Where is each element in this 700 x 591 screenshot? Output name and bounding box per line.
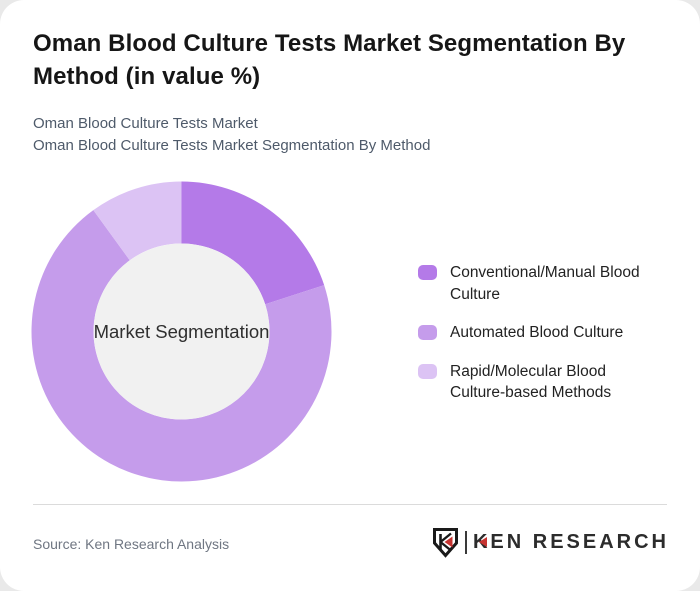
legend-label: Conventional/Manual Blood Culture bbox=[450, 264, 640, 303]
shield-k-icon bbox=[432, 527, 458, 558]
donut-center-label: Market Segmentation bbox=[94, 321, 270, 342]
logo-wordmark: K EN RESEARCH bbox=[473, 531, 669, 554]
donut-segment-1 bbox=[181, 181, 325, 305]
logo-wordmark-rest: EN RESEARCH bbox=[490, 530, 669, 553]
footer-divider bbox=[33, 504, 667, 505]
chart-legend: Conventional/Manual Blood Culture Automat… bbox=[418, 262, 668, 404]
subtitle-line-2: Oman Blood Culture Tests Market Segmenta… bbox=[33, 137, 431, 154]
legend-item: Automated Blood Culture bbox=[418, 322, 668, 344]
chart-subtitles: Oman Blood Culture Tests Market Oman Blo… bbox=[33, 113, 430, 157]
logo-k-red-wedge-icon bbox=[478, 537, 487, 547]
logo-divider-bar bbox=[464, 530, 467, 554]
donut-chart: Market Segmentation bbox=[31, 181, 332, 482]
donut-segment-3 bbox=[93, 181, 182, 261]
legend-swatch-icon bbox=[418, 325, 437, 340]
subtitle-line-1: Oman Blood Culture Tests Market bbox=[33, 115, 258, 132]
legend-item: Rapid/Molecular Blood Culture-based Meth… bbox=[418, 361, 668, 404]
legend-swatch-icon bbox=[418, 363, 437, 379]
legend-label: Automated Blood Culture bbox=[450, 324, 624, 341]
legend-swatch-icon bbox=[418, 265, 437, 280]
donut-center-circle bbox=[93, 243, 270, 420]
legend-item: Conventional/Manual Blood Culture bbox=[418, 262, 668, 305]
donut-segment-2 bbox=[31, 210, 332, 482]
donut-chart-svg: Market Segmentation bbox=[31, 181, 332, 482]
ken-research-logo: K EN RESEARCH bbox=[432, 526, 669, 558]
logo-letter-k: K bbox=[472, 530, 491, 553]
source-text: Source: Ken Research Analysis bbox=[33, 536, 230, 552]
legend-label: Rapid/Molecular Blood Culture-based Meth… bbox=[450, 362, 612, 402]
page-title: Oman Blood Culture Tests Market Segmenta… bbox=[33, 30, 626, 90]
